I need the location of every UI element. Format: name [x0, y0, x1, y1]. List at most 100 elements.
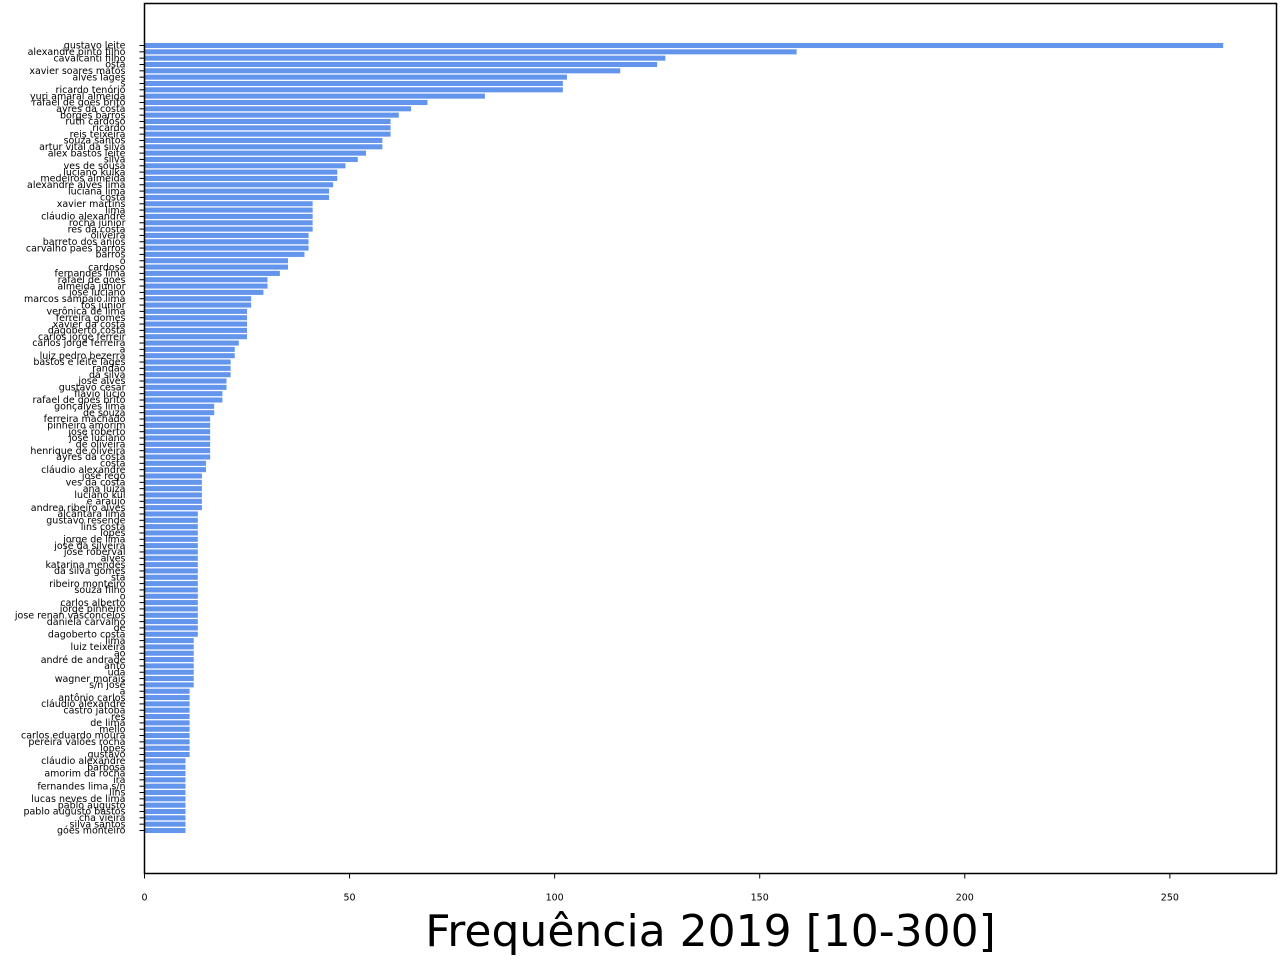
y-tick-label: amorim da rocha: [44, 769, 125, 780]
y-tick-label: lima: [105, 205, 125, 216]
bar: [144, 650, 194, 656]
y-tick-label: josé rego: [81, 471, 126, 482]
y-tick-label: borges barros: [60, 110, 126, 121]
y-tick-label: s/n josé: [89, 680, 126, 691]
y-tick-label: pablo augusto: [58, 800, 126, 811]
y-tick-label: luiz pedro bezerra: [40, 351, 126, 362]
y-tick-label: andré de andrade: [41, 655, 126, 666]
y-tick-label: rafael de goes: [58, 275, 126, 286]
y-tick-label: barbosa: [87, 762, 125, 773]
bar: [144, 61, 658, 68]
bar: [144, 454, 211, 460]
bar: [144, 739, 190, 745]
bar: [144, 384, 227, 390]
y-tick-label: costa: [100, 193, 126, 204]
bar: [144, 422, 211, 428]
y-tick-label: ferreira machado: [44, 414, 126, 425]
bar: [144, 74, 567, 80]
bar: [144, 416, 211, 422]
bar: [144, 701, 190, 707]
y-tick-label: osta: [105, 60, 125, 71]
y-tick-label: luciano kul: [74, 490, 125, 501]
bar: [144, 264, 289, 270]
x-tick-label: 100: [546, 893, 564, 904]
bar: [144, 55, 666, 61]
bar: [144, 587, 198, 593]
y-tick-label: da silva: [89, 370, 126, 381]
y-tick-label: randão: [92, 364, 126, 375]
y-tick-label: daniela carvalho: [47, 617, 126, 628]
bar: [144, 549, 198, 555]
bar: [144, 524, 198, 530]
y-tick-label: ruth cardoso: [65, 117, 125, 128]
y-tick-label: mello: [99, 724, 125, 735]
y-tick-label: almeida júnior: [57, 281, 125, 292]
y-tick-label: ao: [114, 648, 126, 659]
x-axis-title: Frequência 2019 [10-300]: [425, 906, 996, 957]
bar: [144, 302, 252, 308]
y-tick-label: res: [111, 712, 126, 723]
bar: [144, 156, 358, 162]
y-tick-label: gonçalves lima: [54, 402, 125, 413]
y-tick-label: luciano kulka: [63, 167, 125, 178]
bar: [144, 733, 190, 739]
y-tick-label: verônica de lima: [47, 307, 126, 318]
bar: [144, 486, 202, 492]
y-tick-label: souza filho: [74, 585, 125, 596]
y-tick-label: xavier martins: [57, 199, 126, 210]
bar: [144, 289, 264, 295]
y-tick-label: ira: [113, 775, 125, 786]
y-tick-label: gustavo: [88, 750, 126, 761]
bar: [144, 707, 190, 713]
y-tick-label: ferreira gomes: [56, 313, 126, 324]
bar: [144, 663, 194, 669]
y-tick-label: marcos sampaio lima: [24, 294, 125, 305]
bar: [144, 137, 383, 143]
bar: [144, 68, 621, 74]
bar: [144, 308, 248, 314]
bar: [144, 543, 198, 549]
bar: [144, 340, 239, 346]
y-tick-label: ayres da costa: [56, 452, 125, 463]
y-tick-label: rafael de goes brito: [32, 395, 125, 406]
bar: [144, 631, 198, 637]
bar: [144, 391, 223, 397]
y-tick-label: cavalcanti filho: [53, 53, 125, 64]
y-tick-label: antônio carlos: [58, 693, 125, 704]
y-tick-label: o: [120, 591, 126, 602]
bar: [144, 473, 202, 479]
y-tick-label: alexandre pinto filho: [28, 47, 126, 58]
bar: [144, 194, 330, 200]
y-tick-label: alex bastos leite: [48, 148, 126, 159]
bar: [144, 536, 198, 542]
y-tick-label: alexandre alves lima: [27, 180, 125, 191]
y-tick-label: a: [120, 345, 126, 356]
y-tick-label: lopes: [100, 743, 125, 754]
bar: [144, 144, 383, 150]
bar: [144, 435, 211, 441]
y-tick-label: cláudio alexandre: [41, 756, 126, 767]
bar: [144, 87, 563, 93]
y-tick-label: josé luciano: [68, 288, 126, 299]
bar: [144, 644, 194, 650]
y-tick-label: luiz teixeira: [70, 642, 125, 653]
y-tick-label: castro jatobá: [63, 705, 125, 716]
bar: [144, 505, 202, 511]
bar: [144, 638, 194, 644]
x-tick-label: 150: [751, 893, 769, 904]
bar: [144, 169, 338, 175]
y-tick-label: jorge de lima: [62, 534, 125, 545]
bar: [144, 682, 194, 688]
y-tick-label: ves de sousa: [64, 161, 126, 172]
y-tick-label: josé luciano: [68, 433, 126, 444]
bar: [144, 232, 309, 238]
bar: [144, 619, 198, 625]
y-tick-label: lucas neves de lima: [31, 794, 125, 805]
x-tick-label: 250: [1161, 893, 1179, 904]
bar: [144, 783, 186, 789]
bar: [144, 118, 391, 124]
x-tick-label: 50: [344, 893, 356, 904]
y-tick-label: cláudio alexandre: [41, 212, 126, 223]
bar: [144, 410, 215, 416]
y-tick-label: gustavo resende: [46, 516, 125, 527]
